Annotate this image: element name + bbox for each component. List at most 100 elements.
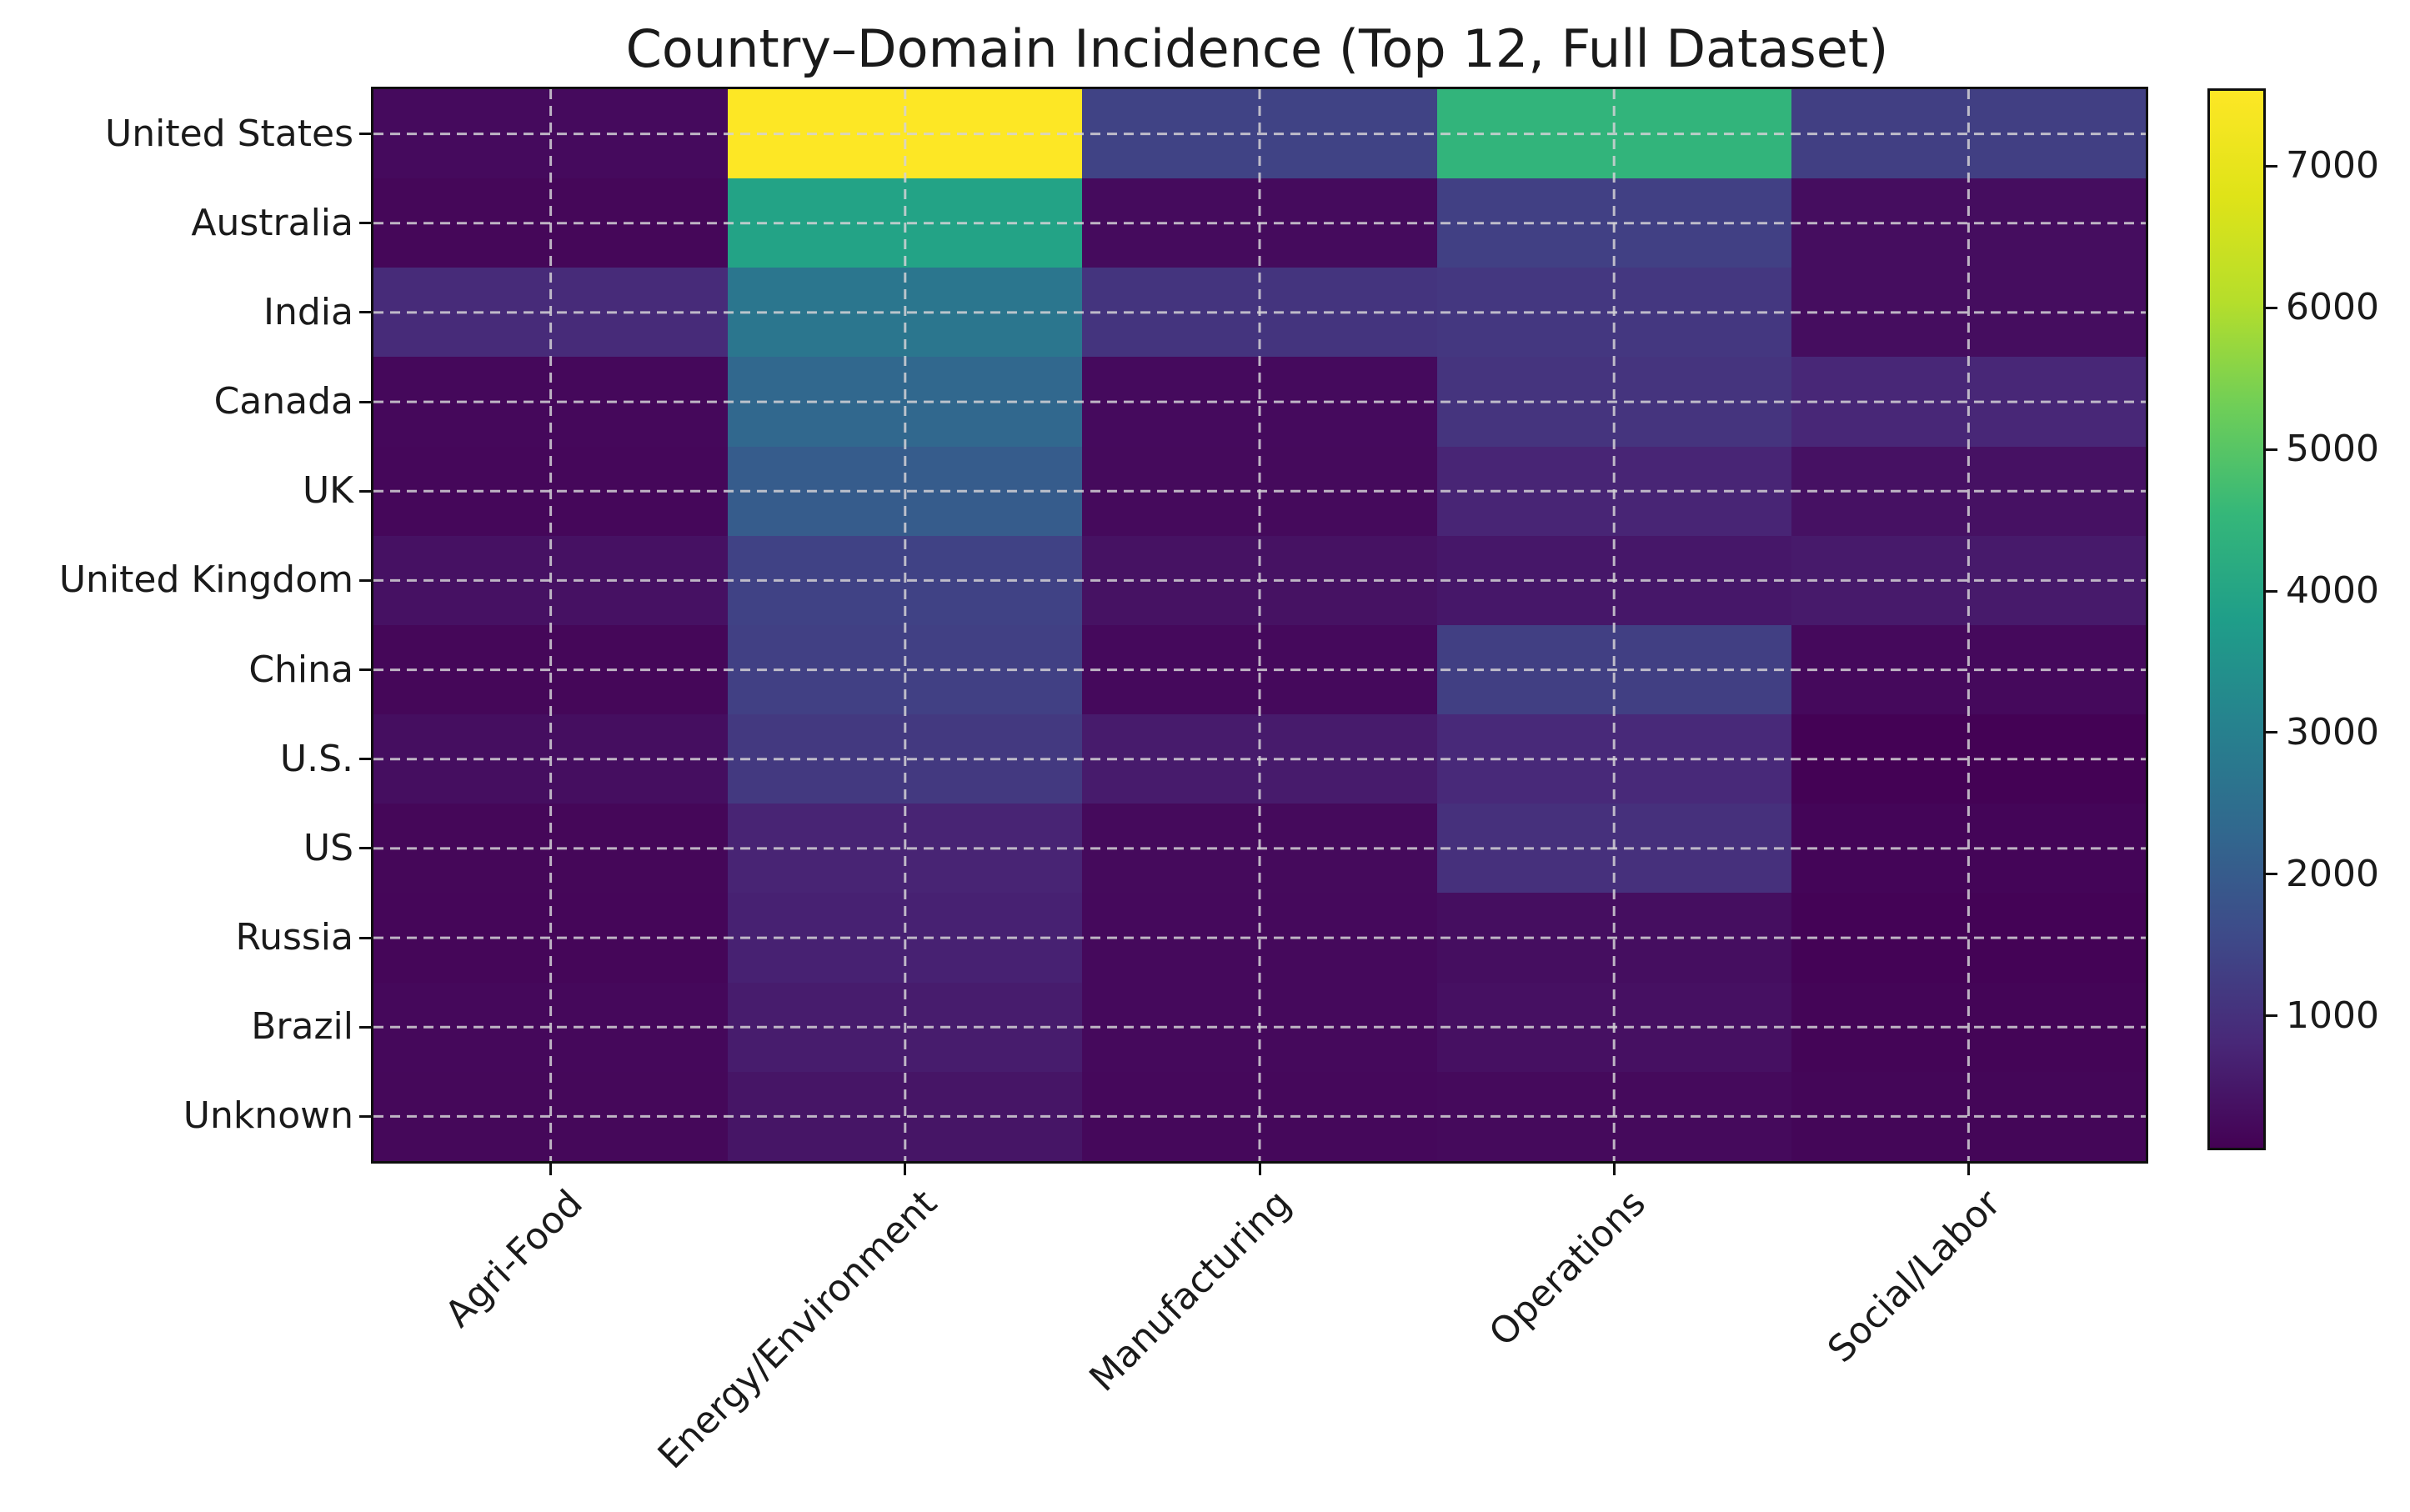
colorbar-tick: [2266, 731, 2277, 734]
chart-title: Country–Domain Incidence (Top 12, Full D…: [625, 18, 1889, 79]
heatmap-cell: [1082, 982, 1437, 1072]
heatmap-cell: [1791, 804, 2146, 894]
colorbar-tick-label: 6000: [2286, 286, 2379, 329]
heatmap-plot-area: [371, 87, 2148, 1164]
x-axis-label-text: Agri-Food: [437, 1182, 591, 1336]
heatmap-cell: [373, 1071, 729, 1161]
heatmap-cell: [1082, 804, 1437, 894]
heatmap-cell: [1791, 624, 2146, 715]
x-axis-label-text: Manufacturing: [1081, 1182, 1300, 1400]
heatmap-cell: [1082, 268, 1437, 358]
y-axis-tick: [359, 578, 371, 582]
heatmap-cell: [1082, 893, 1437, 983]
y-axis-tick: [359, 758, 371, 761]
heatmap-cell: [1791, 714, 2146, 804]
heatmap-cell: [1436, 446, 1791, 536]
y-axis-label: U.S.: [279, 737, 353, 780]
x-axis-tick: [549, 1164, 553, 1175]
heatmap-cells: [373, 89, 2146, 1161]
y-axis-tick: [359, 936, 371, 939]
x-axis-tick: [1967, 1164, 1970, 1175]
heatmap-cell: [1791, 268, 2146, 358]
heatmap-cell: [1436, 1071, 1791, 1161]
heatmap-cell: [728, 268, 1083, 358]
y-axis-label: Canada: [213, 380, 353, 423]
heatmap-cell: [1082, 446, 1437, 536]
heatmap-cell: [1791, 535, 2146, 625]
colorbar-gradient: [2207, 88, 2266, 1150]
heatmap-cell: [1082, 624, 1437, 715]
y-axis-tick: [359, 1114, 371, 1118]
heatmap-cell: [373, 89, 729, 179]
heatmap-cell: [1082, 357, 1437, 447]
heatmap-cell: [373, 178, 729, 268]
heatmap-cell: [1082, 1071, 1437, 1161]
y-axis-label: US: [303, 826, 353, 869]
heatmap-cell: [728, 357, 1083, 447]
heatmap-cell: [373, 804, 729, 894]
y-axis-label: Russia: [235, 916, 353, 959]
colorbar-tick: [2266, 164, 2277, 168]
colorbar-tick: [2266, 873, 2277, 876]
heatmap-cell: [373, 446, 729, 536]
heatmap-cell: [373, 714, 729, 804]
heatmap-cell: [1436, 982, 1791, 1072]
heatmap-cell: [1436, 178, 1791, 268]
colorbar-tick-label: 4000: [2286, 569, 2379, 612]
x-axis-tick: [1258, 1164, 1261, 1175]
heatmap-cell: [1082, 89, 1437, 179]
heatmap-cell: [1436, 804, 1791, 894]
y-axis-label: Unknown: [183, 1094, 353, 1138]
heatmap-cell: [1436, 89, 1791, 179]
y-axis-tick: [359, 668, 371, 672]
heatmap-cell: [1436, 357, 1791, 447]
heatmap-cell: [1436, 268, 1791, 358]
y-axis-label: UK: [302, 469, 353, 513]
heatmap-cell: [1791, 893, 2146, 983]
heatmap-cell: [728, 982, 1083, 1072]
x-axis-label-text: Operations: [1481, 1182, 1655, 1355]
x-axis-label-text: Energy/Environment: [649, 1182, 945, 1478]
colorbar-tick: [2266, 448, 2277, 451]
heatmap-cell: [1791, 89, 2146, 179]
heatmap-cell: [728, 446, 1083, 536]
y-axis-label: Brazil: [251, 1005, 353, 1049]
y-axis-tick: [359, 133, 371, 136]
heatmap-cell: [373, 357, 729, 447]
heatmap-cell: [1082, 178, 1437, 268]
colorbar-tick: [2266, 1014, 2277, 1018]
colorbar-tick-label: 2000: [2286, 852, 2379, 895]
heatmap-cell: [373, 535, 729, 625]
x-axis-tick: [1612, 1164, 1616, 1175]
colorbar-tick-label: 1000: [2286, 994, 2379, 1037]
heatmap-cell: [1082, 535, 1437, 625]
x-axis-label-text: Social/Labor: [1819, 1182, 2009, 1371]
heatmap-cell: [373, 982, 729, 1072]
heatmap-cell: [728, 804, 1083, 894]
y-axis-label: United States: [105, 112, 353, 155]
y-axis-tick: [359, 400, 371, 403]
heatmap-cell: [728, 535, 1083, 625]
y-axis-label: Australia: [191, 201, 353, 244]
heatmap-cell: [1082, 714, 1437, 804]
heatmap-cell: [728, 1071, 1083, 1161]
heatmap-cell: [373, 893, 729, 983]
y-axis-tick: [359, 311, 371, 314]
y-axis-label: United Kingdom: [58, 558, 353, 602]
y-axis-tick: [359, 847, 371, 850]
heatmap-cell: [1436, 535, 1791, 625]
heatmap-cell: [1436, 893, 1791, 983]
heatmap-cell: [1436, 714, 1791, 804]
heatmap-cell: [1791, 446, 2146, 536]
heatmap-cell: [728, 624, 1083, 715]
heatmap-cell: [1791, 1071, 2146, 1161]
heatmap-cell: [728, 178, 1083, 268]
colorbar-tick: [2266, 589, 2277, 593]
colorbar-tick: [2266, 306, 2277, 309]
colorbar-tick-label: 3000: [2286, 710, 2379, 753]
heatmap-cell: [373, 268, 729, 358]
heatmap-cell: [1791, 357, 2146, 447]
heatmap-cell: [1436, 624, 1791, 715]
x-axis-tick: [904, 1164, 907, 1175]
